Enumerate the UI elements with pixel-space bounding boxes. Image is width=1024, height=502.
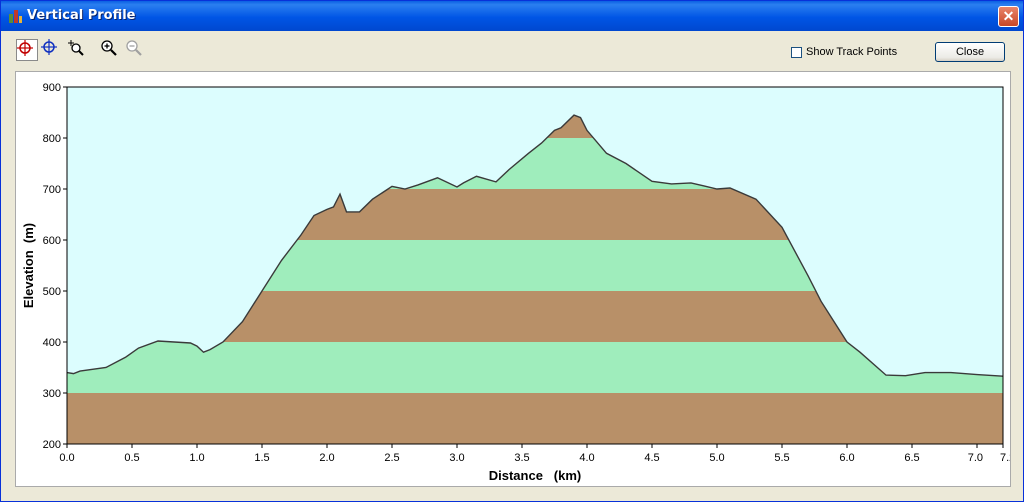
x-tick-label: 5.5 <box>774 452 789 464</box>
zoom-box-tool[interactable] <box>67 39 89 61</box>
zoom-out-tool[interactable] <box>125 39 147 61</box>
x-tick-label: 0.0 <box>59 452 74 464</box>
x-axis-title: Distance (km) <box>489 468 581 483</box>
x-tick-label: 3.5 <box>514 452 529 464</box>
crosshair-red-tool[interactable] <box>16 39 38 61</box>
zoom-in-tool[interactable] <box>100 39 122 61</box>
elevation-band <box>67 393 1003 444</box>
x-tick-label: 0.5 <box>124 452 139 464</box>
x-tick-label: 4.5 <box>644 452 659 464</box>
elevation-profile-chart[interactable]: 200 300 400 500 600 700 800 900 0.0 0.5 1.0 1.5 2.0 2… <box>16 72 1010 486</box>
y-tick-label: 900 <box>43 82 61 94</box>
x-tick-label: 3.0 <box>449 452 464 464</box>
x-tick-label: 2.0 <box>319 452 334 464</box>
title-bar[interactable]: Vertical Profile ✕ <box>1 1 1023 31</box>
close-button[interactable]: Close <box>935 42 1005 62</box>
y-tick-label: 400 <box>43 337 61 349</box>
x-tick-label: 6.5 <box>904 452 919 464</box>
crosshair-red-icon <box>17 40 33 56</box>
zoom-in-icon <box>101 40 117 56</box>
y-tick-label: 700 <box>43 184 61 196</box>
zoom-out-icon <box>126 40 142 56</box>
x-tick-label: 6.0 <box>839 452 854 464</box>
plot-panel: 200 300 400 500 600 700 800 900 0.0 0.5 1.0 1.5 2.0 2… <box>15 71 1011 487</box>
x-tick-label: 4.0 <box>579 452 594 464</box>
elevation-profile-line <box>66 114 1004 377</box>
x-tick-label: 7.2 <box>1000 452 1010 464</box>
elevation-band <box>67 342 1003 393</box>
x-tick-label: 2.5 <box>384 452 399 464</box>
y-tick-label: 300 <box>43 388 61 400</box>
show-track-points-checkbox[interactable] <box>791 46 802 58</box>
show-track-points-label: Show Track Points <box>806 46 898 58</box>
crosshair-blue-tool[interactable] <box>41 39 63 61</box>
y-axis-title: Elevation (m) <box>21 223 36 308</box>
x-tick-label: 1.0 <box>189 452 204 464</box>
x-tick-label: 5.0 <box>709 452 724 464</box>
y-tick-label: 500 <box>43 286 61 298</box>
show-track-points-toggle[interactable]: Show Track Points <box>791 46 897 58</box>
crosshair-blue-icon <box>41 39 57 55</box>
y-tick-label: 600 <box>43 235 61 247</box>
x-tick-label: 1.5 <box>254 452 269 464</box>
app-icon <box>9 10 22 23</box>
zoom-box-icon <box>68 40 84 56</box>
close-icon: ✕ <box>1002 8 1015 24</box>
window-title: Vertical Profile <box>27 8 136 23</box>
y-tick-label: 200 <box>43 439 61 451</box>
x-tick-label: 7.0 <box>968 452 983 464</box>
y-tick-label: 800 <box>43 133 61 145</box>
window-close-button[interactable]: ✕ <box>998 6 1019 27</box>
plot-frame <box>66 86 1004 445</box>
